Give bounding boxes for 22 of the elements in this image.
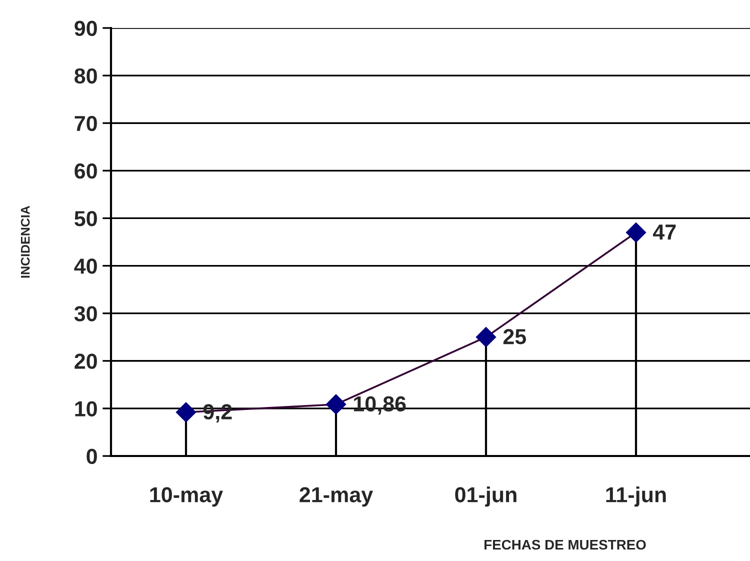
y-tick-label: 40 [74, 258, 97, 274]
y-tick-label: 60 [74, 163, 97, 179]
y-tick-label: 30 [74, 306, 97, 322]
x-tick-label: 01-jun [455, 486, 516, 507]
point [176, 402, 196, 423]
x-tick-label: 11-jun [606, 486, 666, 507]
y-tick-label: 50 [74, 210, 97, 226]
y-axis-title: INCIDENCIA [20, 206, 30, 278]
point [476, 326, 496, 348]
data-label: 25 [503, 329, 526, 344]
y-tick-label: 90 [74, 20, 97, 36]
x-tick-label: 21-may [300, 487, 373, 507]
point [626, 222, 646, 243]
y-tick-label: 10 [75, 401, 97, 416]
y-tick-label: 70 [74, 116, 97, 132]
point [326, 394, 346, 415]
data-label: 47 [652, 224, 676, 240]
y-tick-label: 0 [86, 448, 97, 464]
y-tick-label: 20 [74, 354, 97, 369]
x-axis-title: FECHAS DE MUESTREO [484, 540, 646, 550]
x-tick-label: 10-may [150, 487, 223, 507]
y-tick-label: 80 [74, 68, 97, 84]
